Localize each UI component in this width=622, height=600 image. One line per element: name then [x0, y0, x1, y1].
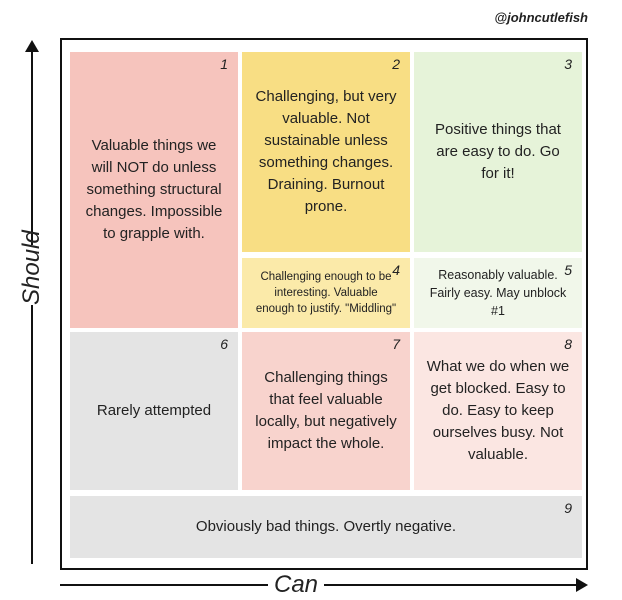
cell-number: 1	[220, 56, 228, 72]
y-axis-line	[31, 48, 33, 564]
cell-number: 6	[220, 336, 228, 352]
cell-3: 3 Positive things that are easy to do. G…	[414, 52, 582, 252]
cell-number: 5	[564, 262, 572, 278]
cell-text: Positive things that are easy to do. Go …	[435, 121, 561, 182]
cell-number: 9	[564, 500, 572, 516]
cell-7: 7 Challenging things that feel valuable …	[242, 332, 410, 490]
cell-text: Challenging, but very valuable. Not sust…	[255, 88, 397, 215]
cell-text: Reasonably valuable. Fairly easy. May un…	[429, 268, 567, 318]
cell-8: 8 What we do when we get blocked. Easy t…	[414, 332, 582, 490]
cell-5: 5 Reasonably valuable. Fairly easy. May …	[414, 258, 582, 328]
y-axis-label: Should	[17, 230, 47, 305]
cell-number: 7	[392, 336, 400, 352]
cell-4: 4 Challenging enough to be interesting. …	[242, 258, 410, 328]
cell-number: 2	[392, 56, 400, 72]
matrix-frame: 1 Valuable things we will NOT do unless …	[60, 38, 588, 570]
cell-text: Challenging enough to be interesting. Va…	[255, 271, 397, 315]
cell-number: 8	[564, 336, 572, 352]
author-credit: @johncutlefish	[494, 10, 588, 25]
cell-9: 9 Obviously bad things. Overtly negative…	[70, 496, 582, 558]
x-axis-label: Can	[268, 570, 324, 600]
cell-1: 1 Valuable things we will NOT do unless …	[70, 52, 238, 328]
cell-text: Valuable things we will NOT do unless so…	[85, 137, 223, 242]
cell-2: 2 Challenging, but very valuable. Not su…	[242, 52, 410, 252]
cell-number: 4	[392, 262, 400, 278]
cell-text: Obviously bad things. Overtly negative.	[195, 518, 457, 535]
x-axis-arrow-icon	[576, 578, 588, 592]
cell-text: What we do when we get blocked. Easy to …	[426, 358, 570, 463]
y-axis-arrow-icon	[25, 40, 39, 52]
cell-number: 3	[564, 56, 572, 72]
cell-6: 6 Rarely attempted	[70, 332, 238, 490]
cell-text: Challenging things that feel valuable lo…	[255, 369, 397, 452]
cell-text: Rarely attempted	[96, 402, 212, 419]
